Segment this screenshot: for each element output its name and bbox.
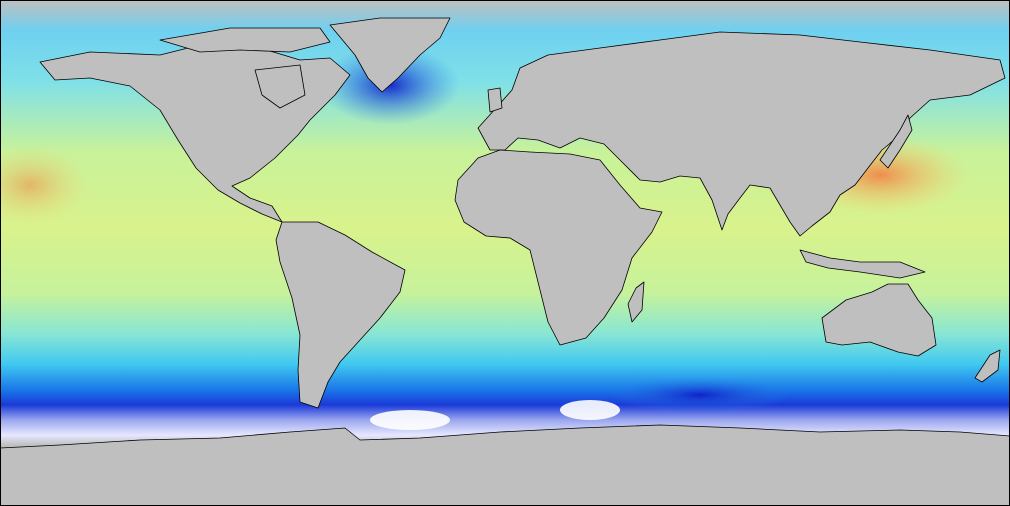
britain — [487, 87, 503, 113]
eurasia — [477, 31, 1006, 237]
greenland — [329, 17, 451, 93]
warm-anomaly — [0, 145, 90, 225]
madagascar — [627, 281, 645, 323]
africa — [454, 149, 663, 346]
new-zealand — [974, 349, 1001, 383]
ice — [370, 410, 450, 430]
indonesia — [799, 249, 926, 279]
australia — [821, 283, 937, 357]
arctic-islands — [159, 27, 331, 53]
antarctica — [0, 424, 1010, 506]
south-america — [275, 221, 406, 409]
japan — [879, 114, 913, 169]
hudson-bay — [254, 64, 306, 109]
continents — [0, 17, 1010, 506]
cold-anomaly — [610, 377, 790, 413]
ice — [560, 400, 620, 420]
